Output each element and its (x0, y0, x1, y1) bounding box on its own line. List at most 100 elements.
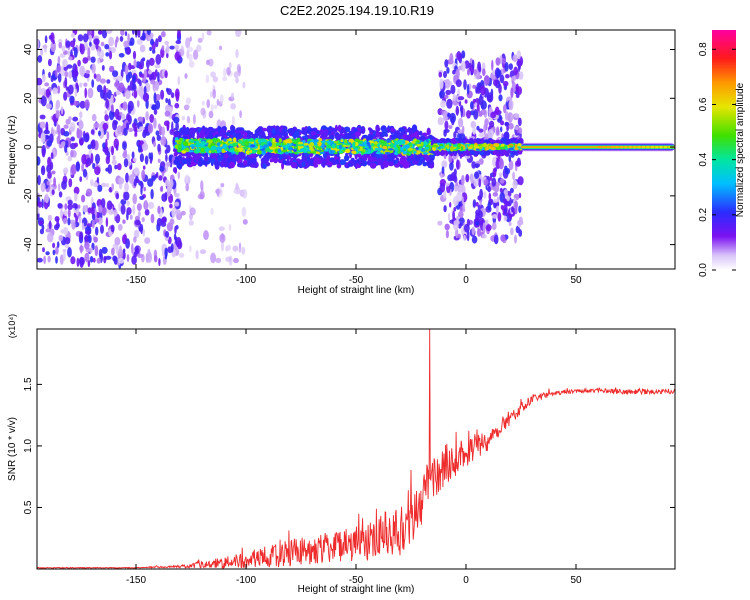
heatmap-cell (98, 30, 103, 35)
heatmap-cell (237, 147, 244, 152)
heatmap-cell (335, 158, 339, 165)
heatmap-cell (276, 130, 281, 137)
heatmap-cell (111, 183, 115, 191)
heatmap-cell (476, 125, 480, 131)
heatmap-cell (46, 180, 50, 186)
heatmap-cell (157, 158, 161, 163)
heatmap-cell (174, 193, 180, 198)
heatmap-cell (127, 33, 130, 44)
heatmap-tone-band (664, 145, 667, 149)
heatmap-cell (109, 65, 115, 73)
heatmap-cell (50, 152, 54, 160)
heatmap-cell (56, 218, 59, 226)
snr-x-axis: -150 -100 -50 0 50 (126, 329, 582, 586)
heatmap-cell (458, 117, 464, 128)
heatmap-cell (508, 145, 513, 148)
heatmap-cell (498, 158, 504, 170)
heatmap-cell (370, 162, 377, 169)
heatmap-cell (93, 73, 97, 79)
heatmap-cell (91, 113, 97, 122)
heatmap-cell (91, 219, 95, 229)
heatmap-cell (98, 123, 104, 131)
heatmap-cell (510, 227, 514, 236)
heatmap-cell (508, 147, 515, 151)
heatmap-cell (397, 145, 401, 151)
heatmap-cell (79, 231, 84, 240)
heatmap-cell (57, 56, 61, 65)
heatmap-cell (169, 203, 173, 209)
heatmap-cell (288, 150, 293, 154)
heatmap-cell (95, 153, 100, 164)
heatmap-cell (166, 88, 172, 95)
heatmap-cell (45, 228, 51, 233)
heatmap-cell (158, 258, 161, 266)
heatmap-cell (466, 110, 471, 119)
heatmap-cell (118, 202, 121, 212)
heatmap-cell (443, 70, 447, 79)
heatmap-cell (247, 138, 252, 142)
x-tick-label: -150 (126, 275, 146, 286)
heatmap-cell (141, 143, 149, 151)
heatmap-cell (171, 207, 176, 218)
heatmap-cell (147, 178, 154, 187)
heatmap-cell (313, 139, 319, 142)
heatmap-cell (85, 230, 92, 235)
heatmap-cell (139, 195, 145, 200)
heatmap-cell (495, 181, 500, 187)
heatmap-cell (235, 30, 242, 38)
heatmap-cell (399, 147, 404, 150)
heatmap-cell (148, 201, 155, 209)
heatmap-cell (352, 141, 356, 147)
heatmap-cell (327, 161, 333, 167)
heatmap-cell (388, 162, 394, 167)
heatmap-cell (357, 141, 363, 144)
heatmap-cell (87, 30, 93, 37)
heatmap-cell (510, 113, 514, 120)
heatmap-cell (78, 120, 84, 130)
heatmap-cell (37, 39, 40, 49)
heatmap-cell (492, 167, 497, 178)
x-tick-label: -100 (236, 575, 256, 586)
heatmap-cell (42, 44, 48, 49)
heatmap-cell (41, 148, 46, 158)
heatmap-cell (43, 129, 50, 135)
heatmap-cell (496, 69, 502, 78)
heatmap-cell (201, 140, 206, 146)
heatmap-cell (432, 144, 438, 148)
heatmap-cell (206, 99, 210, 109)
heatmap-cell (398, 140, 403, 146)
heatmap-cell (439, 78, 444, 90)
heatmap-cell (73, 47, 78, 58)
heatmap-cell (165, 153, 168, 162)
heatmap-cell (76, 129, 83, 139)
heatmap-cell (503, 131, 510, 141)
heatmap-cell (389, 143, 394, 148)
heatmap-cell (212, 89, 216, 99)
heatmap-cell (84, 99, 90, 110)
heatmap-cell (44, 82, 50, 87)
heatmap-cell (348, 132, 352, 140)
heatmap-cell (69, 95, 75, 104)
heatmap-cell (142, 92, 150, 102)
heatmap-cell (208, 150, 212, 154)
heatmap-cell (483, 123, 486, 135)
heatmap-cell (303, 143, 308, 146)
heatmap-cell (157, 35, 162, 43)
heatmap-cell (72, 100, 79, 106)
heatmap-cell (71, 69, 79, 78)
heatmap-cell (518, 127, 523, 134)
heatmap-cell (160, 221, 167, 227)
heatmap-cell (389, 151, 395, 160)
heatmap-cell (260, 141, 265, 146)
heatmap-cell (489, 120, 495, 128)
heatmap-cell (119, 36, 124, 42)
heatmap-cell (103, 256, 107, 261)
heatmap-cell (148, 57, 155, 66)
heatmap-cell (55, 246, 59, 255)
heatmap-cell (100, 41, 105, 47)
heatmap-cell (370, 148, 374, 153)
heatmap-cell (508, 221, 512, 227)
heatmap-cell (490, 111, 497, 119)
heatmap-tone-band (611, 145, 615, 149)
heatmap-cell (137, 211, 141, 218)
